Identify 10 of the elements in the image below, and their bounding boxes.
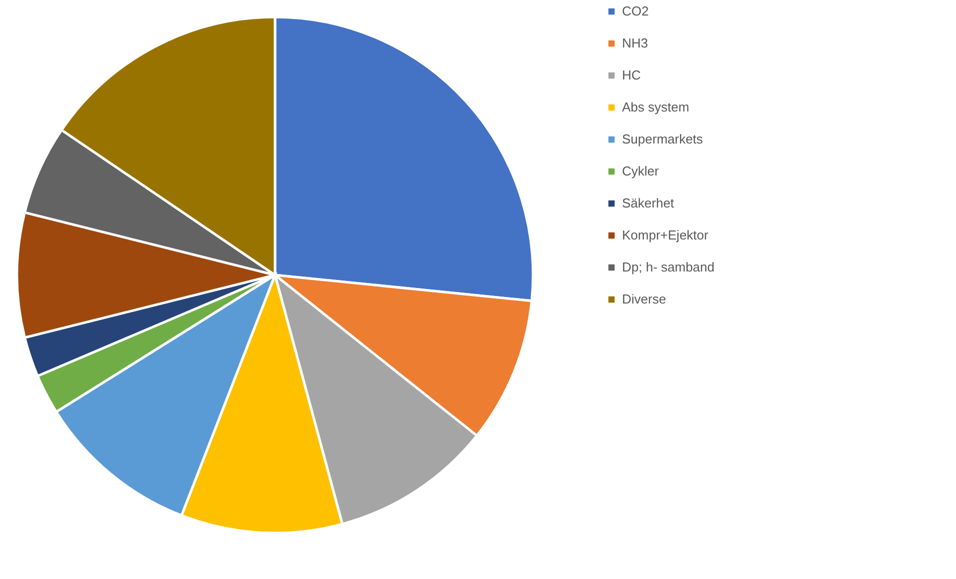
legend-label: Abs system [622,100,690,114]
legend-label: Diverse [622,292,666,306]
legend-label: Dp; h- samband [622,260,714,274]
legend-label: Supermarkets [622,132,704,146]
legend-label: Cykler [622,164,660,178]
legend-label: CO2 [622,4,649,18]
legend-label: Kompr+Ejektor [622,228,710,242]
legend-label: NH3 [622,36,648,50]
legend-label: HC [622,68,641,82]
legend-label: Säkerhet [622,196,674,210]
